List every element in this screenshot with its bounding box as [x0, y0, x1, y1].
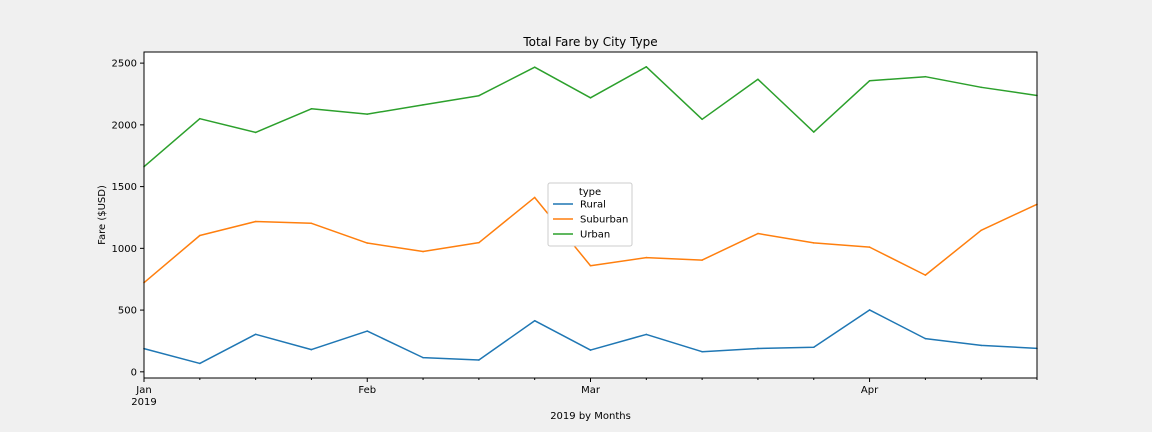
data-point-suburban — [533, 196, 536, 199]
data-point-suburban — [924, 274, 927, 276]
legend: type Rural Suburban Urban — [547, 182, 633, 247]
legend-box — [547, 182, 633, 247]
y-tick-label: 1000 — [112, 244, 137, 255]
data-point-urban — [701, 118, 703, 121]
y-tick-label: 2500 — [112, 59, 137, 70]
data-point-suburban — [478, 241, 480, 244]
y-tick-label: 1500 — [112, 182, 137, 193]
data-point-rural — [701, 350, 703, 353]
data-point-rural — [254, 333, 257, 336]
legend-label-suburban: Suburban — [580, 215, 628, 226]
data-point-rural — [812, 346, 815, 349]
y-axis-label: Fare ($USD) — [97, 185, 108, 245]
x-tick-label: Apr — [861, 385, 879, 396]
data-point-suburban — [422, 250, 424, 253]
data-point-urban — [924, 75, 927, 78]
data-point-rural — [366, 330, 369, 332]
legend-title: type — [579, 187, 601, 198]
data-point-urban — [199, 117, 201, 120]
data-point-rural — [980, 344, 982, 347]
data-point-suburban — [757, 232, 759, 235]
data-point-rural — [645, 333, 648, 336]
data-point-suburban — [310, 222, 313, 225]
series-layer — [143, 66, 1038, 365]
data-point-suburban — [589, 264, 592, 267]
data-point-rural — [757, 347, 759, 350]
y-axis: 0 500 1000 1500 2000 2500 — [112, 59, 144, 378]
legend-label-rural: Rural — [580, 200, 606, 211]
data-point-suburban — [812, 242, 815, 244]
data-point-suburban — [366, 242, 369, 244]
data-point-suburban — [645, 256, 648, 259]
data-point-urban — [310, 108, 313, 110]
data-point-suburban — [980, 229, 982, 232]
data-point-urban — [868, 79, 871, 82]
x-tick-label: Feb — [358, 385, 376, 396]
data-point-suburban — [868, 246, 871, 248]
data-point-urban — [812, 131, 815, 133]
data-point-urban — [478, 94, 480, 97]
data-point-rural — [868, 309, 871, 311]
data-point-urban — [757, 78, 759, 81]
data-point-suburban — [701, 259, 703, 261]
data-point-urban — [366, 113, 369, 115]
x-tick-sublabel: 2019 — [131, 397, 156, 408]
data-point-rural — [199, 362, 201, 365]
x-tick-label: Mar — [581, 385, 601, 396]
x-tick-label: Jan — [135, 385, 151, 396]
data-point-suburban — [199, 234, 201, 237]
data-point-rural — [924, 337, 927, 340]
data-point-urban — [254, 131, 257, 134]
x-axis-label: 2019 by Months — [550, 411, 631, 422]
data-point-rural — [310, 348, 313, 351]
data-point-urban — [645, 66, 648, 68]
data-point-urban — [980, 86, 982, 89]
data-point-rural — [478, 359, 480, 361]
y-tick-label: 2000 — [112, 120, 137, 131]
data-point-rural — [589, 349, 592, 351]
chart-title: Total Fare by City Type — [522, 35, 657, 49]
legend-label-urban: Urban — [580, 230, 610, 241]
data-point-rural — [422, 356, 424, 359]
data-point-rural — [533, 319, 536, 322]
data-point-urban — [533, 66, 536, 68]
data-point-suburban — [254, 220, 257, 223]
data-point-urban — [589, 97, 592, 99]
y-tick-label: 0 — [131, 367, 137, 378]
data-point-urban — [422, 104, 424, 106]
y-tick-label: 500 — [118, 306, 137, 317]
